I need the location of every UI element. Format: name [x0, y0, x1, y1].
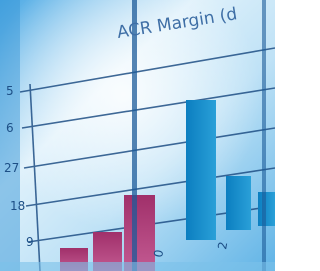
axis-label: 27	[4, 161, 19, 175]
axis-label: 9	[26, 235, 34, 249]
photo: ACR Margin (d 5 6 27 18 9 0 2	[0, 0, 275, 271]
page: ACR Margin (d 5 6 27 18 9 0 2 (() => { c…	[0, 0, 275, 271]
base-band	[0, 262, 275, 271]
axis-label: 5	[6, 84, 14, 98]
axis-label: 6	[6, 121, 14, 135]
bar	[226, 176, 251, 230]
edge-shade	[0, 0, 20, 271]
vertical-line	[262, 0, 266, 271]
bar	[124, 195, 155, 271]
axis-label: 18	[10, 199, 25, 213]
bar	[258, 192, 275, 226]
bar	[186, 100, 216, 240]
